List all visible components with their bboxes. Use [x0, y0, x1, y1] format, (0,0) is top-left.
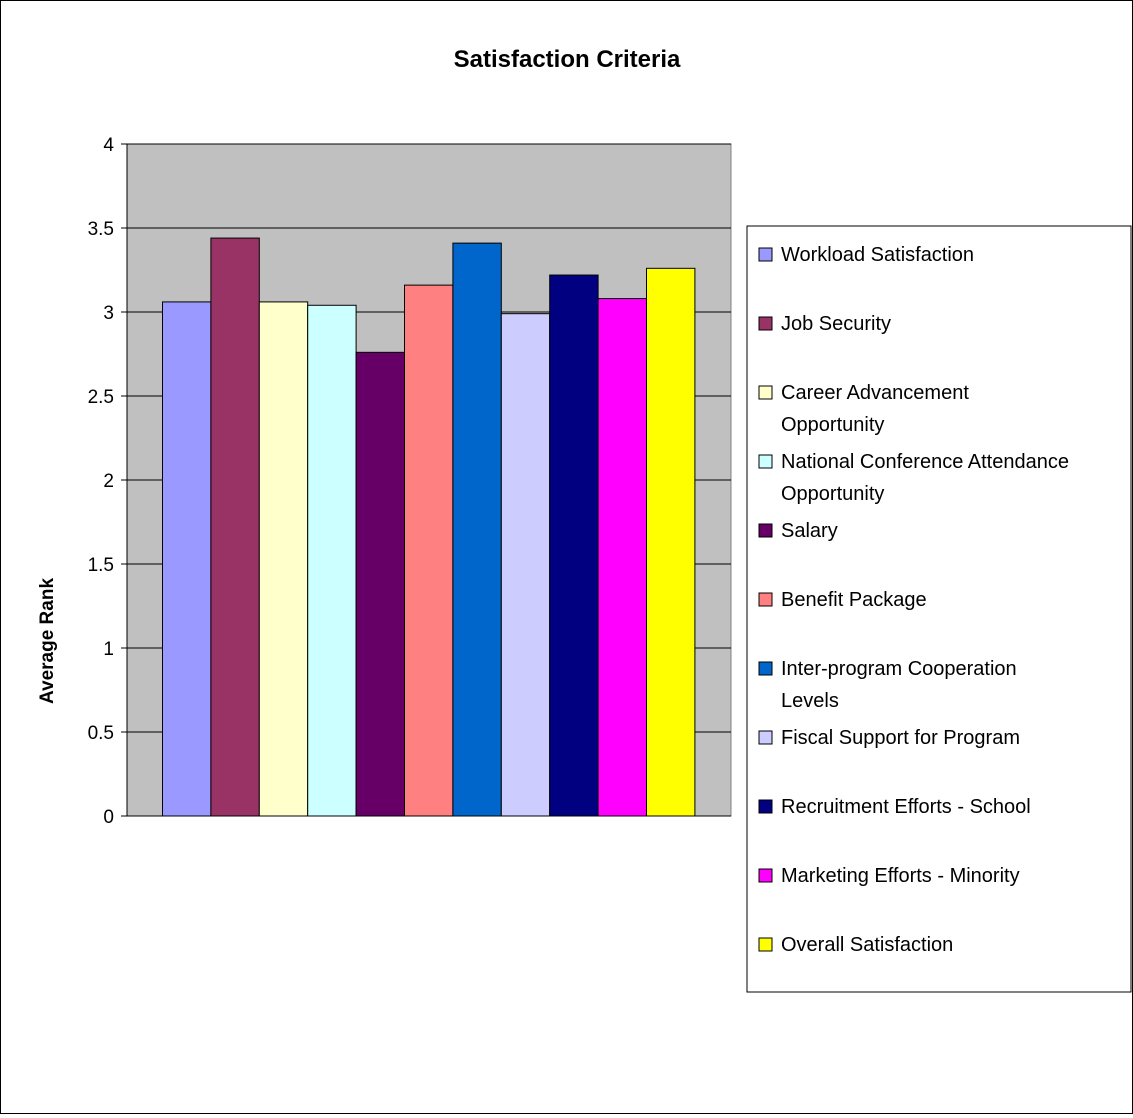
plot-area: 0 0.5 1 1.5 2 2.5 3 3.5 4: [88, 135, 732, 828]
bar-job-security: [210, 237, 260, 817]
legend-label-workload-satisfaction: Workload Satisfaction: [781, 244, 974, 266]
bar-marketing-efforts-minority: [597, 298, 647, 817]
y-tick-label: 2.5: [88, 387, 114, 408]
y-tick-label: 1.5: [88, 555, 114, 576]
legend-label-national-conference-attendance-opportunity: Opportunity: [781, 483, 884, 505]
legend-label-national-conference-attendance-opportunity: National Conference Attendance: [781, 451, 1069, 473]
legend-label-inter-program-cooperation-levels: Levels: [781, 690, 839, 712]
y-tick-label: 2: [103, 471, 114, 492]
legend-swatch-benefit-package: [758, 592, 773, 607]
y-axis-title: Average Rank: [37, 578, 58, 704]
legend-swatch-overall-satisfaction: [758, 937, 773, 952]
legend-swatch-inter-program-cooperation-levels: [758, 661, 773, 676]
legend-label-overall-satisfaction: Overall Satisfaction: [781, 934, 953, 956]
legend-swatch-recruitment-efforts-school: [758, 799, 773, 814]
y-tick-label: 3.5: [88, 219, 114, 240]
legend-label-marketing-efforts-minority: Marketing Efforts - Minority: [781, 865, 1020, 887]
bar-fiscal-support-for-program: [500, 313, 551, 817]
legend-label-inter-program-cooperation-levels: Inter-program Cooperation: [781, 658, 1017, 680]
bar-salary: [355, 351, 406, 817]
legend-label-career-advancement-opportunity: Opportunity: [781, 414, 884, 436]
y-tick-label: 0.5: [88, 723, 114, 744]
y-tick-label: 4: [103, 135, 114, 156]
legend-swatch-national-conference-attendance-opportunity: [758, 454, 773, 469]
legend-label-career-advancement-opportunity: Career Advancement: [781, 382, 969, 404]
bar-benefit-package: [404, 284, 454, 817]
chart-title: Satisfaction Criteria: [454, 46, 681, 73]
bar-workload-satisfaction: [162, 301, 212, 817]
bar-national-conference-attendance-opportunity: [307, 304, 357, 817]
legend-swatch-workload-satisfaction: [758, 247, 773, 262]
y-tick-label: 1: [103, 639, 114, 660]
legend-swatch-job-security: [758, 316, 773, 331]
bar-overall-satisfaction: [646, 267, 696, 817]
legend-box: [746, 225, 1132, 993]
legend-label-job-security: Job Security: [781, 313, 891, 335]
legend-swatch-fiscal-support-for-program: [758, 730, 773, 745]
legend: Workload Satisfaction Job Security Career …: [746, 225, 1132, 993]
legend-label-recruitment-efforts-school: Recruitment Efforts - School: [781, 796, 1031, 818]
bar-career-advancement-opportunity: [258, 301, 309, 817]
legend-label-salary: Salary: [781, 520, 838, 542]
bar-inter-program-cooperation-levels: [452, 242, 502, 817]
bar-recruitment-efforts-school: [549, 274, 599, 817]
y-tick-label: 3: [103, 303, 114, 324]
y-tick-label: 0: [103, 807, 114, 828]
legend-swatch-marketing-efforts-minority: [758, 868, 773, 883]
legend-swatch-career-advancement-opportunity: [758, 385, 773, 400]
legend-label-fiscal-support-for-program: Fiscal Support for Program: [781, 727, 1020, 749]
legend-swatch-salary: [758, 523, 773, 538]
legend-label-benefit-package: Benefit Package: [781, 589, 927, 611]
